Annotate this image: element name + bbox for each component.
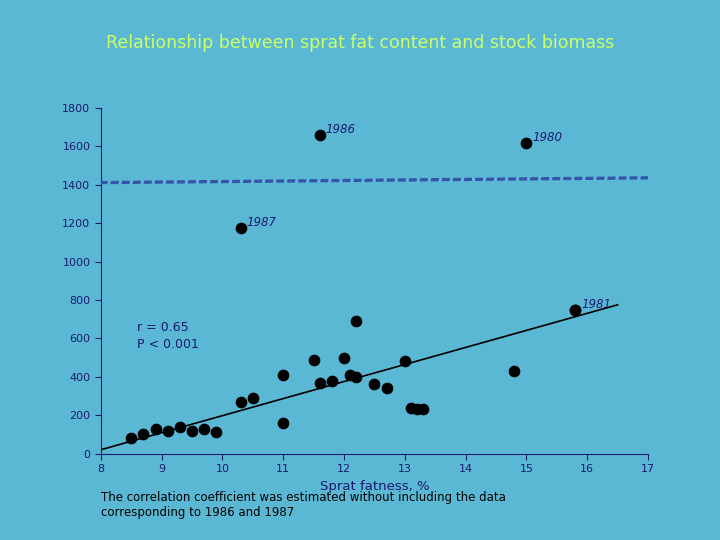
Point: [235, 397, 246, 406]
Point: [186, 426, 198, 435]
Point: [308, 355, 320, 364]
Point: [405, 403, 417, 412]
Point: [199, 424, 210, 433]
Point: [381, 384, 392, 393]
Text: 1986: 1986: [325, 123, 356, 136]
Text: 1981: 1981: [581, 298, 611, 310]
Text: 1987: 1987: [247, 216, 276, 229]
Point: [570, 305, 581, 314]
Point: [399, 357, 410, 366]
Point: [162, 426, 174, 435]
Point: [521, 138, 532, 147]
Point: [411, 405, 423, 414]
Point: [351, 373, 362, 381]
Point: [344, 370, 356, 379]
Point: [326, 376, 338, 385]
Point: [314, 378, 325, 387]
Point: [314, 131, 325, 139]
Text: Relationship between sprat fat content and stock biomass: Relationship between sprat fat content a…: [106, 34, 614, 52]
Point: [570, 305, 581, 314]
Point: [277, 370, 289, 379]
Point: [138, 430, 149, 438]
Text: P < 0.001: P < 0.001: [138, 338, 199, 351]
Point: [150, 424, 161, 433]
Text: 1980: 1980: [533, 131, 562, 144]
Text: r = 0.65: r = 0.65: [138, 321, 189, 334]
Point: [277, 418, 289, 427]
Point: [351, 317, 362, 326]
Point: [369, 380, 380, 389]
X-axis label: Sprat fatness, %: Sprat fatness, %: [320, 480, 429, 492]
Point: [508, 367, 520, 375]
Point: [247, 394, 258, 402]
Point: [235, 224, 246, 232]
Point: [338, 353, 350, 362]
Point: [125, 434, 137, 443]
Point: [174, 422, 186, 431]
Point: [418, 405, 429, 414]
Text: The correlation coefficient was estimated without including the data
correspondi: The correlation coefficient was estimate…: [101, 491, 505, 519]
Point: [210, 428, 222, 437]
